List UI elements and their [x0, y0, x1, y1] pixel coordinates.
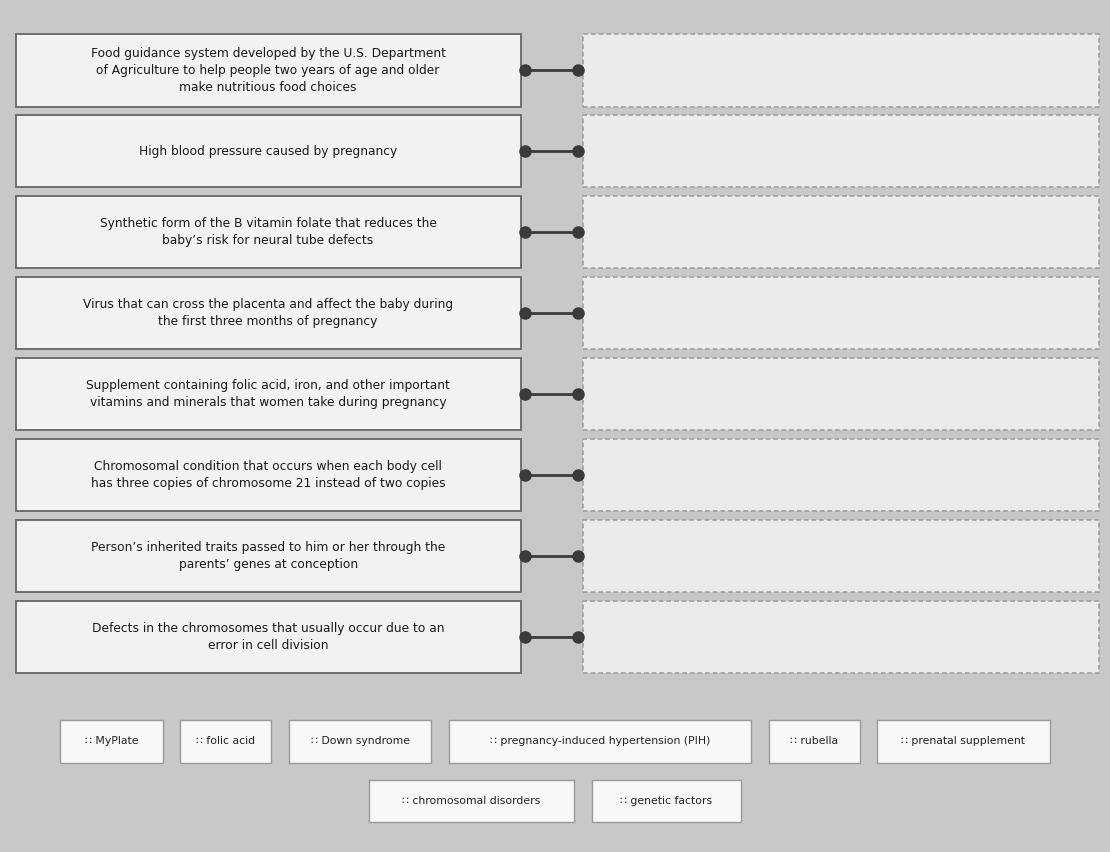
Text: ∷ MyPlate: ∷ MyPlate — [84, 736, 139, 746]
FancyBboxPatch shape — [448, 720, 750, 763]
FancyBboxPatch shape — [16, 520, 521, 592]
FancyBboxPatch shape — [16, 439, 521, 511]
FancyBboxPatch shape — [768, 720, 859, 763]
FancyBboxPatch shape — [583, 277, 1099, 349]
FancyBboxPatch shape — [369, 780, 574, 822]
Text: ∷ rubella: ∷ rubella — [790, 736, 838, 746]
Text: Defects in the chromosomes that usually occur due to an
error in cell division: Defects in the chromosomes that usually … — [92, 622, 444, 652]
FancyBboxPatch shape — [583, 34, 1099, 106]
Text: ∷ prenatal supplement: ∷ prenatal supplement — [901, 736, 1026, 746]
Text: Person’s inherited traits passed to him or her through the
parents’ genes at con: Person’s inherited traits passed to him … — [91, 541, 445, 571]
Text: ∷ genetic factors: ∷ genetic factors — [620, 796, 713, 806]
Text: Virus that can cross the placenta and affect the baby during
the first three mon: Virus that can cross the placenta and af… — [83, 298, 453, 328]
Text: ∷ chromosomal disorders: ∷ chromosomal disorders — [402, 796, 541, 806]
FancyBboxPatch shape — [592, 780, 741, 822]
FancyBboxPatch shape — [877, 720, 1050, 763]
Text: Supplement containing folic acid, iron, and other important
vitamins and mineral: Supplement containing folic acid, iron, … — [87, 379, 450, 409]
FancyBboxPatch shape — [289, 720, 431, 763]
Text: ∷ Down syndrome: ∷ Down syndrome — [311, 736, 410, 746]
FancyBboxPatch shape — [16, 277, 521, 349]
Text: High blood pressure caused by pregnancy: High blood pressure caused by pregnancy — [139, 145, 397, 158]
Text: Synthetic form of the B vitamin folate that reduces the
baby’s risk for neural t: Synthetic form of the B vitamin folate t… — [100, 217, 436, 247]
FancyBboxPatch shape — [16, 196, 521, 268]
FancyBboxPatch shape — [60, 720, 162, 763]
FancyBboxPatch shape — [583, 520, 1099, 592]
FancyBboxPatch shape — [16, 601, 521, 673]
Text: Chromosomal condition that occurs when each body cell
has three copies of chromo: Chromosomal condition that occurs when e… — [91, 460, 445, 490]
FancyBboxPatch shape — [180, 720, 271, 763]
Text: ∷ folic acid: ∷ folic acid — [196, 736, 255, 746]
FancyBboxPatch shape — [583, 439, 1099, 511]
FancyBboxPatch shape — [16, 358, 521, 430]
Text: Food guidance system developed by the U.S. Department
of Agriculture to help peo: Food guidance system developed by the U.… — [91, 47, 445, 94]
FancyBboxPatch shape — [583, 196, 1099, 268]
FancyBboxPatch shape — [583, 358, 1099, 430]
FancyBboxPatch shape — [16, 115, 521, 187]
FancyBboxPatch shape — [16, 34, 521, 106]
FancyBboxPatch shape — [583, 115, 1099, 187]
FancyBboxPatch shape — [583, 601, 1099, 673]
Text: ∷ pregnancy-induced hypertension (PIH): ∷ pregnancy-induced hypertension (PIH) — [490, 736, 710, 746]
